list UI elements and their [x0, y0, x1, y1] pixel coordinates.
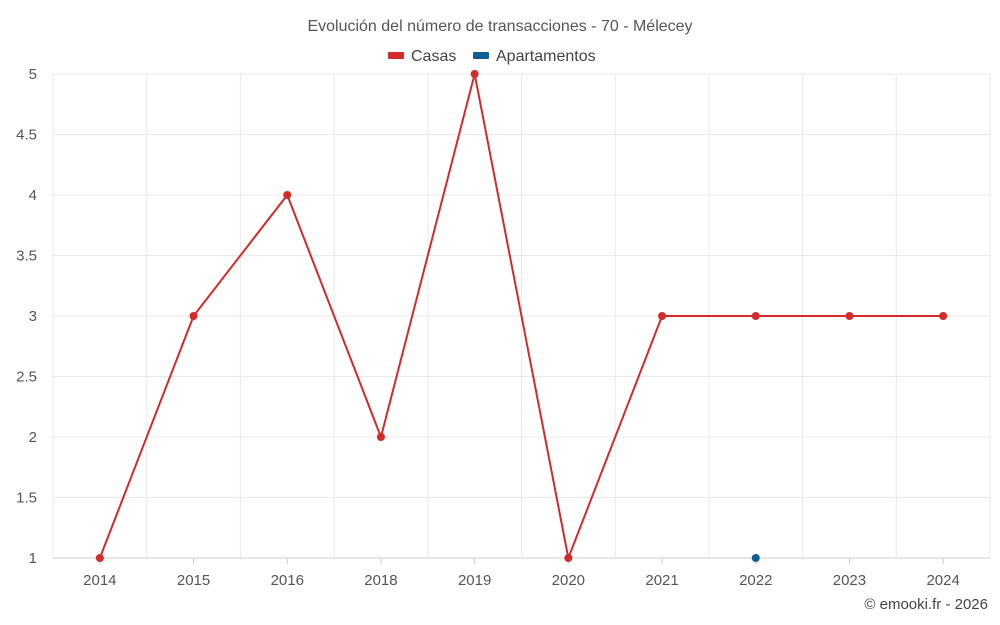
data-point-casas — [845, 312, 854, 320]
x-tick-label: 2019 — [458, 572, 491, 589]
credit-text: © emooki.fr - 2026 — [864, 596, 988, 613]
data-point-casas — [658, 312, 667, 320]
chart-title: Evolución del número de transacciones - … — [307, 18, 692, 35]
y-tick-label: 2 — [29, 429, 37, 446]
x-tick-label: 2014 — [83, 572, 116, 589]
x-axis: 2014 2015 2016 2018 2019 2020 2021 2022 2023 2024 — [53, 557, 990, 589]
x-tick-label: 2021 — [645, 572, 678, 589]
legend: Casas Apartamentos — [388, 48, 596, 65]
x-tick-label: 2018 — [364, 572, 397, 589]
y-tick-label: 4 — [29, 187, 37, 204]
data-point-casas — [95, 554, 104, 562]
x-tick-label: 2016 — [271, 572, 304, 589]
y-tick-label: 1 — [29, 550, 37, 567]
x-tick-label: 2024 — [926, 572, 959, 589]
data-point-casas — [189, 312, 198, 320]
x-tick-label: 2015 — [177, 572, 210, 589]
legend-label-apartamentos: Apartamentos — [496, 48, 596, 65]
y-axis: 1 1.5 2 2.5 3 3.5 4 4.5 5 — [16, 66, 37, 567]
series-line-casas — [98, 73, 944, 559]
legend-label-casas: Casas — [411, 48, 456, 65]
series-group — [95, 70, 948, 562]
legend-item-apartamentos[interactable]: Apartamentos — [473, 48, 596, 65]
x-tick-label: 2022 — [739, 572, 772, 589]
legend-item-casas[interactable]: Casas — [388, 48, 456, 65]
x-tick-label: 2023 — [833, 572, 866, 589]
data-point-casas — [283, 191, 292, 199]
y-tick-label: 3.5 — [16, 248, 37, 265]
legend-swatch-apartamentos — [473, 52, 489, 59]
legend-swatch-casas — [388, 52, 404, 59]
y-tick-label: 5 — [29, 66, 37, 83]
data-point-casas — [564, 554, 573, 562]
data-point-casas — [470, 70, 479, 78]
data-point-casas — [376, 433, 385, 441]
y-tick-label: 4.5 — [16, 127, 37, 144]
data-point-apartamentos — [751, 554, 760, 562]
data-point-casas — [751, 312, 760, 320]
data-point-casas — [939, 312, 948, 320]
y-tick-label: 1.5 — [16, 490, 37, 507]
y-tick-label: 3 — [29, 308, 37, 325]
y-tick-label: 2.5 — [16, 369, 37, 386]
x-tick-label: 2020 — [552, 572, 585, 589]
